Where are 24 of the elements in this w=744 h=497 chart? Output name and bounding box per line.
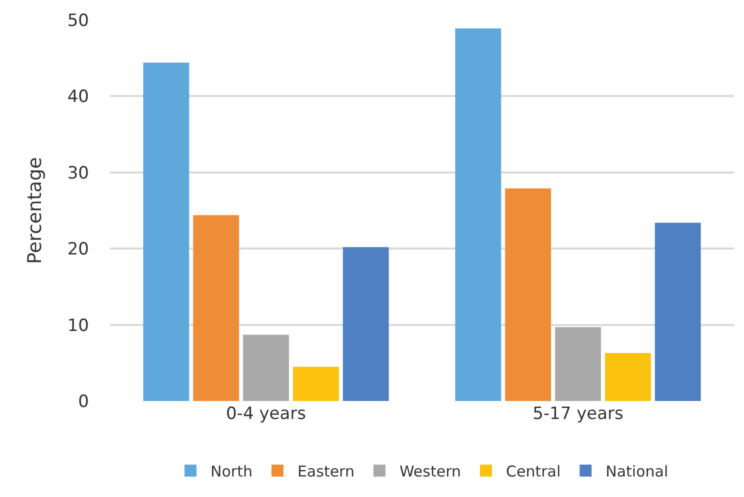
bar xyxy=(654,222,701,401)
bar xyxy=(243,334,289,401)
legend-label: Western xyxy=(399,462,461,480)
bar xyxy=(193,215,240,401)
y-tick-label: 10 xyxy=(67,316,89,336)
legend-label: North xyxy=(210,462,252,480)
y-axis-title: Percentage xyxy=(24,157,46,264)
y-tick-label: 20 xyxy=(67,240,89,260)
bar xyxy=(342,247,389,401)
y-tick-label: 40 xyxy=(67,87,89,108)
x-tick-label: 0-4 years xyxy=(226,404,306,424)
y-tick-label: 30 xyxy=(67,163,89,184)
legend-label: National xyxy=(606,462,668,480)
bar xyxy=(292,366,339,401)
bar xyxy=(505,188,552,401)
bar xyxy=(143,62,190,401)
bar xyxy=(455,28,502,401)
legend-label: Eastern xyxy=(297,462,354,480)
y-tick-label: 50 xyxy=(67,10,89,31)
bar xyxy=(555,327,601,401)
x-tick-label: 5-17 years xyxy=(532,404,624,424)
y-tick-label: 0 xyxy=(78,392,89,412)
legend-label: Central xyxy=(506,462,561,480)
bar xyxy=(604,352,651,401)
